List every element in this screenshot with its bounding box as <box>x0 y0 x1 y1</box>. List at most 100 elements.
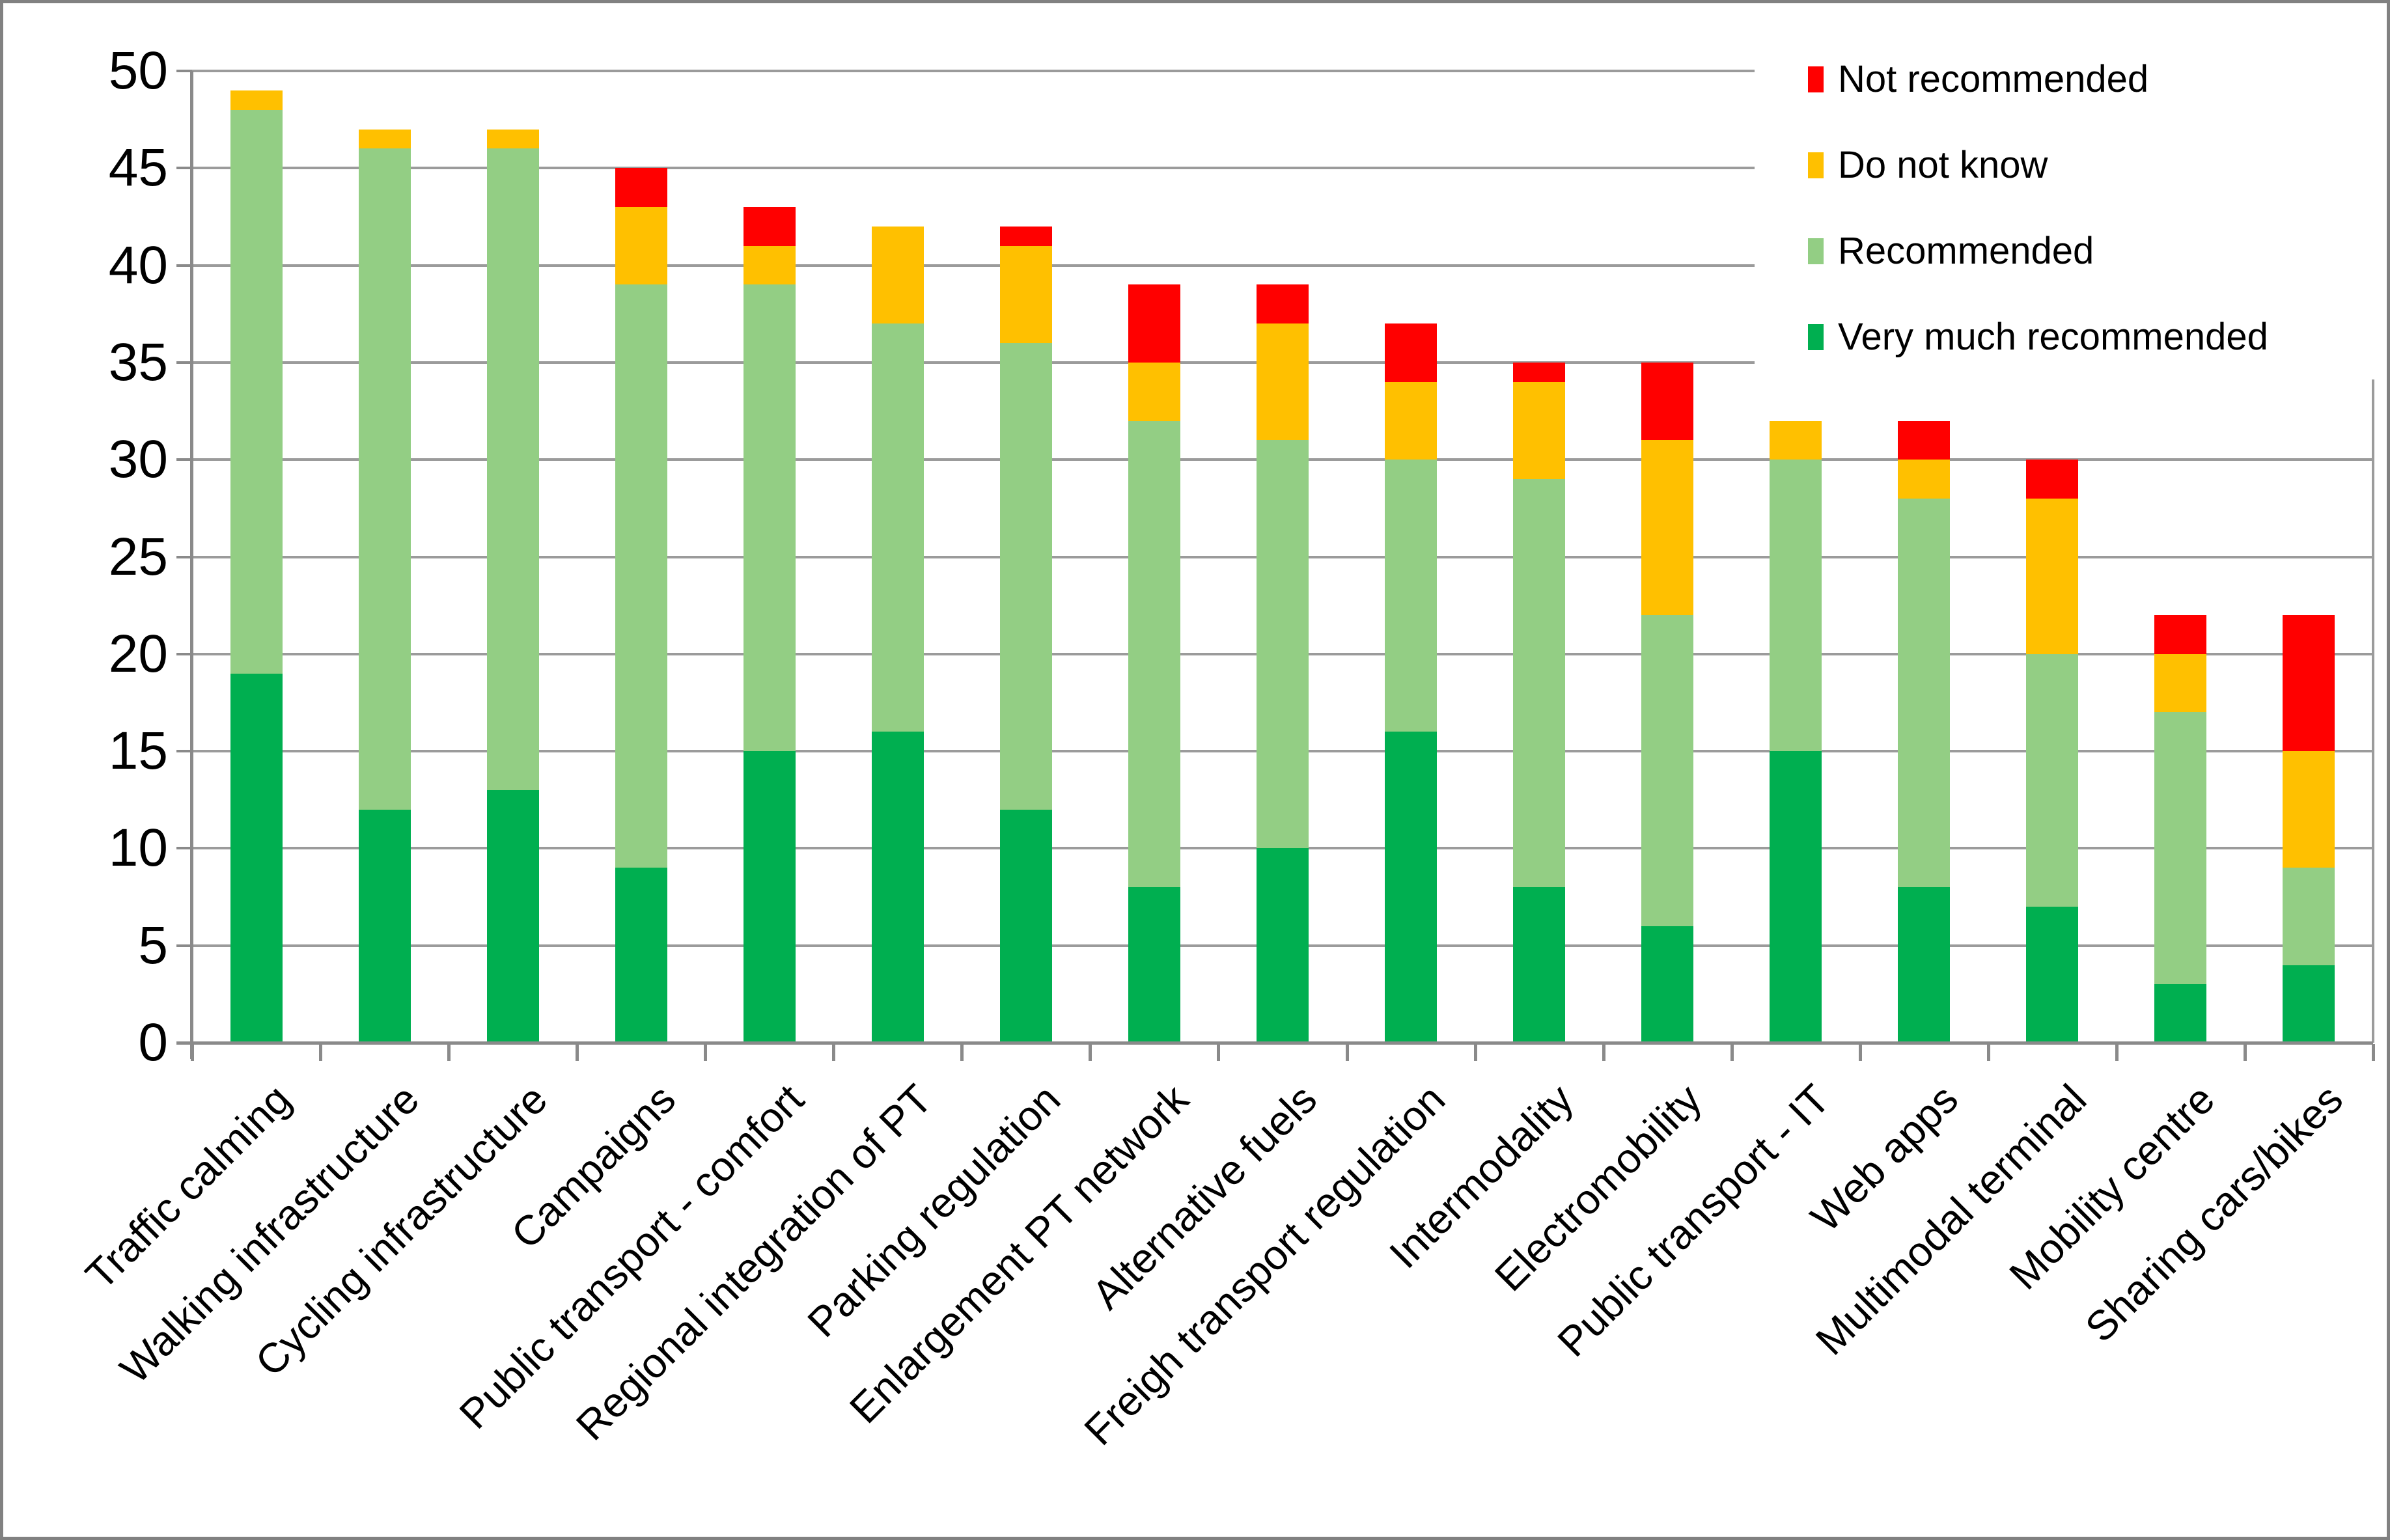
y-tick-mark-50 <box>176 70 192 72</box>
bar-segment-very-much-recommended <box>1770 751 1822 1043</box>
bar-segment-very-much-recommended <box>358 809 411 1043</box>
bar-segment-not-recommended <box>2026 460 2079 499</box>
bar-segment-recommended <box>871 323 924 732</box>
bar-segment-do-not-know <box>486 129 539 149</box>
y-axis-tick-label: 10 <box>108 818 168 878</box>
x-tick-mark <box>1217 1044 1221 1061</box>
x-tick-mark <box>1730 1044 1734 1061</box>
bar-segment-very-much-recommended <box>615 868 667 1043</box>
bar-segment-do-not-know <box>871 226 924 324</box>
bar-segment-very-much-recommended <box>1385 732 1438 1043</box>
x-tick-mark <box>1986 1044 1990 1061</box>
bar-segment-very-much-recommended <box>871 732 924 1043</box>
y-tick-mark-25 <box>176 555 192 558</box>
bar-public-transport-comfort <box>743 207 796 1043</box>
bar-segment-do-not-know <box>615 207 667 285</box>
bar-segment-recommended <box>1898 498 1951 888</box>
bar-walking-infrastructure <box>358 129 411 1043</box>
y-tick-mark-10 <box>176 847 192 850</box>
bar-sharing-cars-bikes <box>2283 615 2335 1043</box>
y-axis-tick-label: 25 <box>108 527 168 586</box>
bar-segment-do-not-know <box>1513 381 1566 480</box>
x-tick-mark <box>191 1044 194 1061</box>
bar-segment-recommended <box>2154 712 2207 985</box>
bar-segment-very-much-recommended <box>1128 887 1180 1043</box>
bar-segment-not-recommended <box>1385 323 1438 382</box>
bar-public-transport-it <box>1770 420 1822 1043</box>
bar-traffic-calming <box>230 90 283 1043</box>
y-tick-mark-30 <box>176 458 192 461</box>
bar-segment-do-not-know <box>358 129 411 149</box>
bar-intermodality <box>1513 362 1566 1043</box>
y-tick-mark-45 <box>176 167 192 170</box>
bar-segment-recommended <box>2283 868 2335 965</box>
bar-segment-not-recommended <box>615 168 667 208</box>
bar-segment-very-much-recommended <box>1641 926 1694 1043</box>
x-tick-mark <box>2243 1044 2247 1061</box>
bar-campaigns <box>615 168 667 1043</box>
bar-segment-very-much-recommended <box>2283 965 2335 1043</box>
plot-right-border <box>2372 71 2374 1043</box>
y-axis-line <box>190 71 193 1059</box>
bar-segment-do-not-know <box>1128 362 1180 421</box>
y-axis-tick-label: 35 <box>108 332 168 392</box>
bar-web-apps <box>1898 420 1951 1043</box>
y-axis-tick-label: 15 <box>108 721 168 781</box>
bar-segment-do-not-know <box>1898 460 1951 499</box>
gridline-40 <box>192 264 2373 267</box>
bar-segment-not-recommended <box>2283 615 2335 752</box>
bar-segment-do-not-know <box>1770 420 1822 460</box>
gridline-50 <box>192 70 2373 72</box>
bar-segment-not-recommended <box>1513 362 1566 382</box>
y-tick-mark-15 <box>176 750 192 753</box>
bar-segment-recommended <box>358 148 411 810</box>
y-axis-tick-label: 45 <box>108 138 168 198</box>
bar-segment-do-not-know <box>2026 498 2079 654</box>
y-axis-tick-label: 20 <box>108 624 168 683</box>
bar-segment-very-much-recommended <box>2026 906 2079 1043</box>
bar-segment-very-much-recommended <box>486 790 539 1043</box>
bar-segment-not-recommended <box>999 226 1052 246</box>
legend-label: Do not know <box>1838 144 2048 186</box>
legend-swatch-very-much-recommended <box>1808 324 1824 350</box>
y-tick-mark-40 <box>176 264 192 267</box>
bar-segment-not-recommended <box>1641 362 1694 441</box>
y-axis-tick-label: 0 <box>138 1013 168 1072</box>
legend-label: Very much recommended <box>1838 316 2268 358</box>
bar-segment-recommended <box>2026 653 2079 907</box>
bar-segment-do-not-know <box>743 245 796 285</box>
bar-segment-recommended <box>1770 460 1822 752</box>
x-axis-label: Alternative fuels <box>1083 1075 1326 1319</box>
bar-segment-not-recommended <box>1898 420 1951 460</box>
bar-alternative-fuels <box>1257 284 1309 1043</box>
bar-segment-very-much-recommended <box>1898 887 1951 1043</box>
gridline-45 <box>192 167 2373 170</box>
bar-segment-do-not-know <box>2154 653 2207 713</box>
legend: Not recommended Do not know Recommended Ver… <box>1755 37 2383 379</box>
bar-segment-recommended <box>1128 420 1180 888</box>
y-axis-tick-label: 30 <box>108 430 168 489</box>
bar-multimodal-terminal <box>2026 460 2079 1043</box>
x-axis-line <box>176 1041 2373 1045</box>
legend-swatch-do-not-know <box>1808 152 1824 178</box>
legend-swatch-recommended <box>1808 238 1824 264</box>
x-tick-mark <box>576 1044 579 1061</box>
x-tick-mark <box>1473 1044 1477 1061</box>
bar-segment-not-recommended <box>1257 284 1309 324</box>
legend-item-not-recommended: Not recommended <box>1808 44 2383 115</box>
bar-segment-not-recommended <box>743 207 796 246</box>
x-tick-mark <box>1345 1044 1349 1061</box>
bar-segment-very-much-recommended <box>1513 887 1566 1043</box>
bar-segment-do-not-know <box>2283 751 2335 868</box>
bar-segment-recommended <box>1385 460 1438 732</box>
legend-label: Recommended <box>1838 230 2094 272</box>
x-tick-mark <box>2372 1044 2375 1061</box>
bar-segment-recommended <box>1257 440 1309 849</box>
bar-segment-recommended <box>1513 479 1566 888</box>
x-tick-mark <box>704 1044 708 1061</box>
legend-item-recommended: Recommended <box>1808 215 2383 287</box>
x-tick-mark <box>960 1044 964 1061</box>
legend-item-very-much-recommended: Very much recommended <box>1808 301 2383 373</box>
y-axis-tick-label: 5 <box>138 915 168 975</box>
